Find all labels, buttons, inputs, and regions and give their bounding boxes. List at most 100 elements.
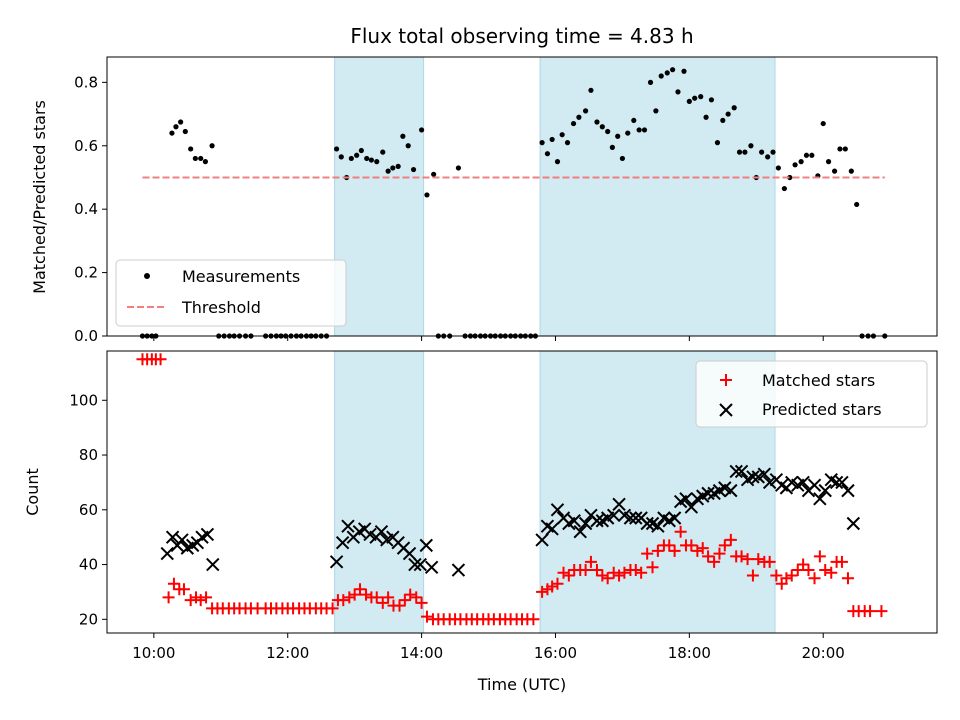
measurements-point-87 <box>625 130 631 136</box>
matched-stars-point-8 <box>177 583 190 596</box>
measurements-point-108 <box>742 149 748 155</box>
measurements-point-95 <box>670 67 676 73</box>
matched-stars-point-109 <box>746 569 759 582</box>
top-observing-windows <box>334 56 776 337</box>
bottom-y-tick-label-3: 80 <box>79 446 98 464</box>
measurements-point-47 <box>405 143 411 149</box>
measurements-point-101 <box>703 114 709 120</box>
matched-stars-point-6 <box>167 577 180 590</box>
predicted-stars-point-56 <box>684 500 699 514</box>
predicted-stars-point-46 <box>629 511 643 525</box>
measurements-point-37 <box>354 152 360 158</box>
measurements-point-89 <box>636 127 642 133</box>
predicted-stars-point-3 <box>175 533 189 547</box>
bottom-y-tick-label-0: 20 <box>79 610 98 628</box>
measurements-point-97 <box>681 68 687 74</box>
predicted-stars-point-1 <box>165 530 180 544</box>
predicted-stars-point-8 <box>200 527 215 542</box>
predicted-stars-point-83 <box>835 475 849 490</box>
legend-predicted-label: Predicted stars <box>762 400 882 419</box>
matched-stars-point-89 <box>635 566 648 579</box>
measurements-point-114 <box>775 165 781 171</box>
measurements-point-84 <box>609 144 615 150</box>
predicted-stars-point-79 <box>813 492 827 506</box>
predicted-stars-point-18 <box>374 524 389 539</box>
matched-stars-point-96 <box>674 525 687 538</box>
measurements-point-83 <box>605 128 611 135</box>
matched-stars-point-42 <box>370 591 383 604</box>
measurements-point-80 <box>588 87 594 93</box>
measurements-point-81 <box>594 119 600 125</box>
predicted-stars-point-35 <box>567 514 581 528</box>
legend-measurements-marker <box>144 273 150 279</box>
measurements-point-36 <box>348 155 354 162</box>
measurements-point-117 <box>792 162 798 168</box>
matched-stars-point-108 <box>741 553 754 566</box>
measurements-point-77 <box>570 120 577 127</box>
predicted-stars-point-24 <box>408 557 422 572</box>
measurements-point-75 <box>559 132 565 138</box>
matched-stars-point-103 <box>713 547 726 560</box>
matched-stars-point-38 <box>348 588 361 601</box>
measurements-point-4 <box>169 130 175 136</box>
matched-stars-point-117 <box>791 564 804 577</box>
measurements-point-5 <box>173 124 179 130</box>
predicted-stars-point-45 <box>623 511 638 525</box>
bottom-axis-ticks: 20 40 60 80 100 10:00 12:00 14:00 16:00 18:00 20:0… <box>69 391 844 662</box>
matched-stars-point-40 <box>360 588 373 601</box>
measurements-point-6 <box>178 119 184 125</box>
predicted-stars-point-76 <box>796 475 810 490</box>
predicted-stars-point-25 <box>413 557 427 572</box>
bottom-axes-frame <box>106 350 938 634</box>
bottom-y-tick-label-1: 40 <box>79 556 98 574</box>
matched-stars-point-91 <box>646 561 659 574</box>
matched-stars-point-102 <box>708 555 721 568</box>
top-y-tick-label-4: 0.8 <box>74 73 98 91</box>
matched-stars-point-118 <box>797 558 810 571</box>
predicted-stars-point-50 <box>651 519 665 533</box>
predicted-stars-point-12 <box>341 519 355 533</box>
measurements-point-42 <box>380 149 386 155</box>
measurements-point-79 <box>582 108 589 114</box>
measurements-point-88 <box>631 117 637 124</box>
legend-measurements-label: Measurements <box>182 267 300 286</box>
matched-stars-point-44 <box>382 591 395 604</box>
predicted-stars-point-67 <box>746 470 760 484</box>
matched-stars-point-50 <box>415 596 428 609</box>
predicted-stars-point-82 <box>829 475 844 490</box>
matched-stars-point-4 <box>154 353 167 366</box>
matched-stars-point-110 <box>752 553 765 566</box>
predicted-stars-point-27 <box>424 560 439 574</box>
matched-stars-point-88 <box>629 564 642 577</box>
measurements-point-107 <box>736 149 743 155</box>
matched-stars-point-92 <box>651 544 664 557</box>
measurements-point-52 <box>455 165 462 171</box>
matched-stars-point-125 <box>835 555 848 568</box>
matched-stars-point-121 <box>813 550 826 563</box>
predicted-stars-point-37 <box>578 516 593 531</box>
predicted-stars-point-85 <box>846 516 861 531</box>
matched-stars-point-80 <box>584 555 597 568</box>
x-tick-label-3: 16:00 <box>534 644 577 662</box>
matched-stars-point-116 <box>785 569 798 582</box>
matched-stars-point-36 <box>337 594 350 607</box>
measurements-point-40 <box>368 157 374 163</box>
matched-stars-point-94 <box>663 539 676 552</box>
measurements-point-128 <box>854 201 860 208</box>
legend-matched-marker <box>720 374 732 386</box>
chart-title: Flux total observing time = 4.83 h <box>350 24 693 48</box>
measurements-point-94 <box>664 70 670 76</box>
measurements-point-90 <box>641 127 648 133</box>
measurements-point-50 <box>424 192 430 198</box>
x-tick-label-5: 20:00 <box>802 644 845 662</box>
measurements-point-8 <box>188 146 194 152</box>
predicted-stars-point-65 <box>734 464 749 479</box>
measurements-point-73 <box>549 136 555 143</box>
measurements-point-41 <box>374 159 380 165</box>
legend-matched-label: Matched stars <box>762 371 875 390</box>
top-plot-area <box>139 67 888 339</box>
measurements-point-51 <box>431 171 437 177</box>
bottom-y-tick-label-4: 100 <box>69 391 98 409</box>
matched-stars-point-99 <box>691 544 704 557</box>
